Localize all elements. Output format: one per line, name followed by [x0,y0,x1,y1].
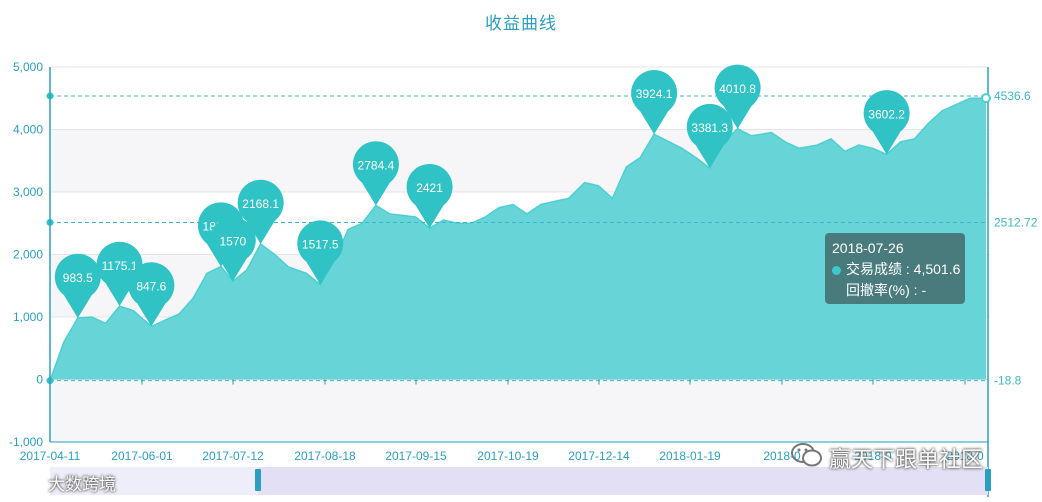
markpoint-pin: 4010.8 [714,64,761,129]
y-tick-label: 5,000 [13,60,43,74]
markpoint-pin: 3924.1 [631,69,678,135]
chart-title: 收益曲线 [485,14,557,33]
wechat-icon [791,443,822,467]
tooltip-drawdown: 回撤率(%) : - [846,282,927,298]
markpoint-label: 847.6 [136,280,166,294]
markpoint-label: 2784.4 [358,158,395,172]
markpoint-pin-shape [352,141,399,206]
mark-line-label: 4536.6 [994,89,1031,103]
series-dot-icon [832,265,841,275]
markpoint-pin-shape [863,90,910,155]
markpoint-pin: 1517.5 [297,220,344,285]
markpoint-pin: 1570 [209,217,256,282]
markpoint-pin-shape [631,69,678,135]
markpoint-pin: 3602.2 [863,90,910,155]
markpoint-pin-shape [297,220,344,285]
markpoint-label: 3602.2 [868,107,905,121]
x-tick-label: 2018-0 [854,449,892,463]
y-tick-label: 4,000 [13,123,43,137]
mark-line-label: 2512.72 [994,215,1038,229]
watermark-brand: 大数跨境 [48,475,116,494]
markpoint-pin: 2784.4 [352,141,399,206]
x-tick-label: 2018-01-19 [659,449,721,463]
hover-point [981,93,991,104]
y-tick-label: 0 [36,373,43,387]
markpoint-label: 3924.1 [636,87,673,101]
tooltip-series-value: 交易成绩 : 4,501.6 [846,261,961,277]
markpoint-label: 983.5 [63,271,93,285]
chart-tooltip: 2018-07-26 交易成绩 : 4,501.6 回撤率(%) : - [825,233,965,304]
markpoint-pin: 3381.3 [686,103,733,169]
x-tick-label: 2017-08-18 [294,449,356,463]
x-tick-label: 2017-09-15 [385,449,447,463]
markpoint-label: 1570 [219,234,246,248]
markpoint-pin-shape [714,64,761,129]
equity-line [49,97,987,381]
markpoint-label: 1517.5 [302,238,339,252]
x-tick-label: 2017-04-11 [20,449,81,463]
x-tick-label: 2017-07-12 [202,449,264,463]
tooltip-series-row: 交易成绩 : 4,501.6 [832,259,961,280]
markpoint-label: 1175.1 [102,259,138,273]
markpoint-pin-shape [96,241,143,307]
markpoint-pin-shape [54,253,101,319]
data-zoom-window [258,467,988,495]
markpoint-pin: 2421 [406,163,453,229]
markpoint-pin: 847.6 [128,262,175,327]
grid-band [50,379,988,442]
markpoint-pin: 1175.1 [96,241,143,307]
markpoint-pin-shape [686,103,733,169]
markpoint-label: 3381.3 [691,121,728,135]
markpoint-pin: 2168.1 [237,179,284,244]
markpoint-pin: 983.5 [54,253,101,319]
markpoint-label: 2168.1 [242,197,279,211]
markpoint-pin-shape [406,163,453,229]
y-tick-label: 1,000 [13,310,43,324]
x-tick-label: 2017-06-01 [111,449,173,463]
x-tick-label: 2017-12-14 [568,449,630,463]
mark-line-label: -18.8 [994,374,1022,388]
markpoint-pin-shape [209,217,256,282]
tooltip-date: 2018-07-26 [832,240,904,256]
y-tick-label: 3,000 [13,185,43,199]
markpoint-label: 2421 [416,181,443,195]
markpoint-label: 4010.8 [719,82,756,96]
y-tick-label: -1,000 [9,435,43,449]
x-tick-label: 2018-0 [946,449,984,463]
x-tick-label: 2017-10-19 [477,449,539,463]
data-zoom-handle [255,469,261,491]
y-tick-label: 2,000 [13,248,43,262]
markpoint-pin-shape [237,179,284,244]
data-zoom-handle [985,469,991,491]
watermark-community: 赢天下跟单社区 [829,447,984,472]
equity-area [50,98,986,381]
markpoint-pin-shape [128,262,175,327]
